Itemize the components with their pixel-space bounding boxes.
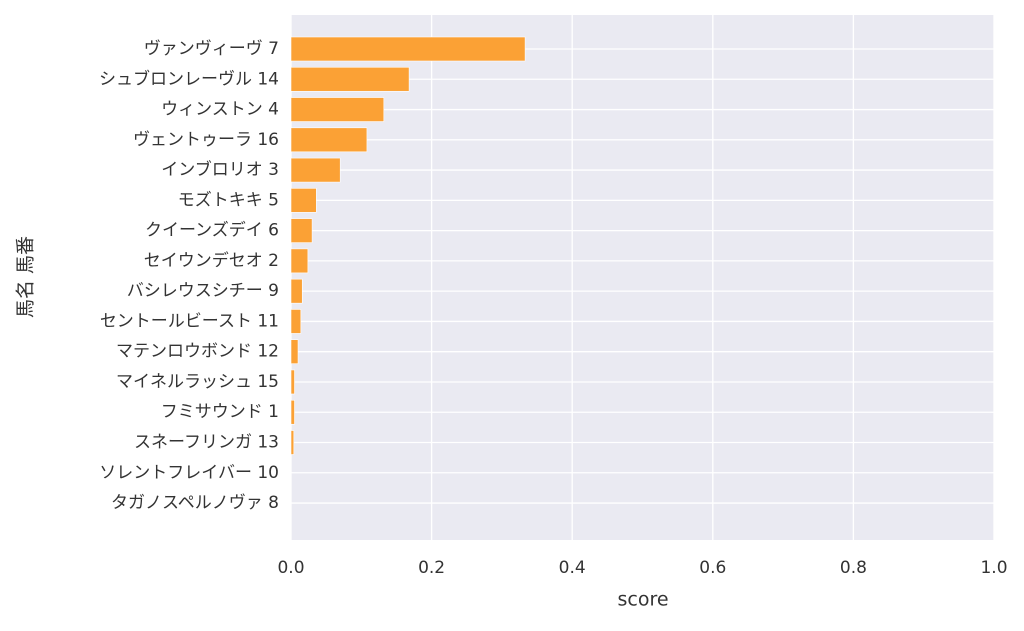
bar [290,188,317,213]
bar [290,66,410,92]
bar [290,430,295,455]
y-tick-label: フミサウンド 1 [161,402,279,422]
x-tick-label: 0.0 [277,558,304,578]
y-tick-label: ウィンストン 4 [161,100,279,120]
x-tick-label: 1.0 [980,558,1007,578]
x-tick-label: 0.2 [418,558,445,578]
bar [290,309,302,334]
y-tick-label: モズトキキ 5 [178,190,279,210]
y-tick-label: マイネルラッシュ 15 [116,372,279,392]
x-tick-label: 0.4 [559,558,586,578]
y-tick-label: セイウンデセオ 2 [144,250,279,271]
x-axis-label: score [617,589,668,611]
y-tick-label: セントールビースト 11 [100,311,279,331]
bar [290,399,295,425]
y-axis-label: 馬名 馬番 [15,236,37,318]
y-tick-label: ヴェントゥーラ 16 [133,130,279,150]
bar [290,157,341,183]
x-tick-label: 0.6 [699,558,726,578]
bar [290,278,303,304]
y-tick-label: ヴァンヴィーヴ 7 [144,39,279,59]
y-tick-label: マテンロウボンド 12 [116,342,279,362]
x-tick-label: 0.8 [840,558,867,578]
y-tick-label: バシレウスシチー 9 [127,281,279,301]
bar [290,248,309,274]
bar [290,339,299,365]
plot-area [291,15,994,540]
bar [290,36,526,62]
bar [290,127,368,153]
y-tick-label: スネーフリンガ 13 [134,433,279,453]
y-tick-label: タガノスペルノヴァ 8 [111,493,279,513]
y-tick-label: ソレントフレイバー 10 [99,463,279,483]
y-tick-label: インブロリオ 3 [161,159,279,180]
bar [290,97,385,122]
bar [290,218,313,243]
y-tick-label: シュブロンレーヴル 14 [99,68,279,89]
bar [290,369,295,395]
y-tick-label: クイーンズデイ 6 [145,220,279,241]
